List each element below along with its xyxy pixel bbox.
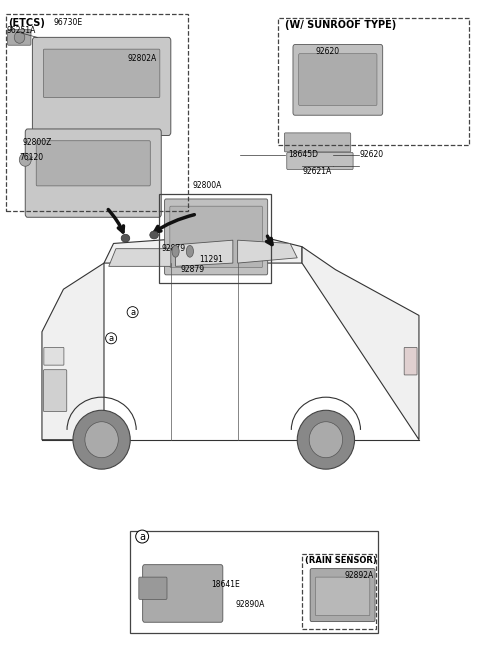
FancyBboxPatch shape	[293, 45, 383, 115]
Text: 18641E: 18641E	[211, 580, 240, 589]
Text: 92890A: 92890A	[235, 600, 264, 609]
Ellipse shape	[19, 153, 31, 166]
Text: 92802A: 92802A	[128, 55, 157, 64]
Text: 92800A: 92800A	[192, 181, 222, 191]
Text: 96730E: 96730E	[54, 18, 83, 28]
Text: 76120: 76120	[20, 152, 44, 162]
Text: 92800Z: 92800Z	[23, 137, 52, 147]
Ellipse shape	[121, 235, 130, 242]
FancyBboxPatch shape	[315, 577, 370, 616]
Text: 92879: 92879	[180, 265, 204, 274]
Ellipse shape	[186, 246, 193, 257]
FancyBboxPatch shape	[284, 133, 351, 152]
Ellipse shape	[85, 422, 118, 458]
Text: a: a	[108, 334, 114, 343]
FancyBboxPatch shape	[170, 206, 263, 267]
FancyBboxPatch shape	[310, 568, 375, 622]
FancyBboxPatch shape	[43, 370, 67, 411]
FancyBboxPatch shape	[44, 348, 64, 365]
Polygon shape	[176, 240, 233, 266]
Polygon shape	[104, 234, 302, 263]
Ellipse shape	[14, 32, 25, 43]
Polygon shape	[302, 247, 419, 440]
FancyBboxPatch shape	[404, 348, 417, 375]
FancyBboxPatch shape	[25, 129, 161, 217]
Text: a: a	[139, 532, 145, 541]
Text: 92621A: 92621A	[302, 167, 331, 176]
Text: 11291: 11291	[199, 256, 223, 264]
Ellipse shape	[150, 231, 158, 239]
Ellipse shape	[309, 422, 343, 458]
FancyBboxPatch shape	[36, 141, 150, 186]
FancyBboxPatch shape	[43, 49, 160, 97]
Text: 92892A: 92892A	[345, 572, 374, 580]
Polygon shape	[42, 263, 104, 440]
FancyBboxPatch shape	[33, 37, 171, 135]
Polygon shape	[238, 240, 297, 263]
FancyBboxPatch shape	[299, 54, 377, 105]
Text: 92879: 92879	[161, 244, 185, 253]
FancyBboxPatch shape	[143, 564, 223, 622]
Polygon shape	[109, 249, 171, 266]
Text: (ETCS): (ETCS)	[9, 18, 46, 28]
Ellipse shape	[172, 246, 179, 257]
Text: 92620: 92620	[315, 47, 339, 57]
Text: 92620: 92620	[360, 150, 384, 159]
FancyBboxPatch shape	[287, 152, 353, 170]
FancyBboxPatch shape	[139, 577, 167, 599]
Text: (W/ SUNROOF TYPE): (W/ SUNROOF TYPE)	[285, 20, 396, 30]
Ellipse shape	[297, 410, 355, 469]
FancyBboxPatch shape	[165, 199, 268, 275]
FancyBboxPatch shape	[8, 30, 31, 45]
Text: a: a	[130, 307, 135, 317]
Text: 18645D: 18645D	[288, 150, 318, 159]
Text: 96251A: 96251A	[6, 26, 36, 35]
Text: (RAIN SENSOR): (RAIN SENSOR)	[305, 556, 377, 565]
Ellipse shape	[73, 410, 130, 469]
